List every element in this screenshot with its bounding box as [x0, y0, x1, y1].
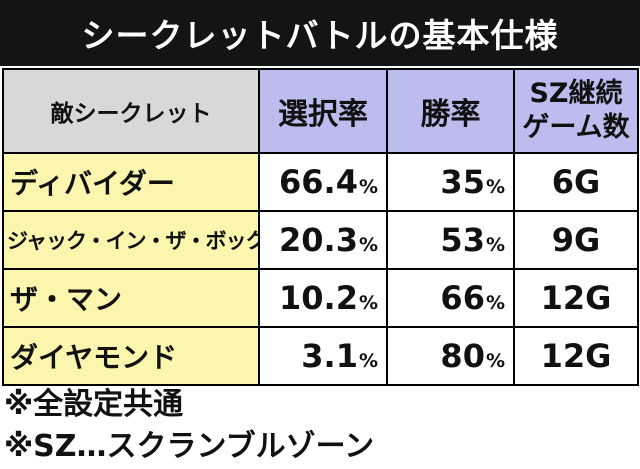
percent-sign: %	[358, 292, 378, 314]
table-row: ディバイダー 66.4% 35% 6G	[2, 152, 639, 212]
select-rate-value: 20.3	[279, 221, 358, 259]
header-select-rate: 選択率	[258, 68, 388, 154]
select-rate-cell: 20.3%	[258, 210, 388, 270]
enemy-name: ダイヤモンド	[2, 326, 260, 386]
sz-games-value: 12G	[513, 326, 639, 386]
percent-sign: %	[358, 176, 378, 198]
win-rate-cell: 66%	[386, 268, 515, 328]
header-enemy: 敵シークレット	[2, 68, 260, 154]
select-rate-cell: 10.2%	[258, 268, 388, 328]
enemy-name: ディバイダー	[2, 152, 260, 212]
enemy-name: ジャック・イン・ザ・ボックス	[2, 210, 260, 270]
table-row: ザ・マン 10.2% 66% 12G	[2, 268, 639, 328]
sz-games-value: 6G	[513, 152, 639, 212]
select-rate-value: 66.4	[279, 163, 358, 201]
sz-games-value: 12G	[513, 268, 639, 328]
table-row: ダイヤモンド 3.1% 80% 12G	[2, 326, 639, 386]
select-rate-cell: 3.1%	[258, 326, 388, 386]
select-rate-cell: 66.4%	[258, 152, 388, 212]
select-rate-value: 3.1	[301, 337, 358, 375]
win-rate-cell: 35%	[386, 152, 515, 212]
win-rate-value: 35	[440, 163, 485, 201]
percent-sign: %	[485, 350, 505, 372]
note-sz-definition: ※SZ…スクランブルゾーン	[4, 429, 375, 464]
spec-table: 敵シークレット 選択率 勝率 SZ継続 ゲーム数 ディバイダー 66.4% 35…	[2, 68, 639, 386]
table-row: ジャック・イン・ザ・ボックス 20.3% 53% 9G	[2, 210, 639, 270]
sz-games-value: 9G	[513, 210, 639, 270]
page-title: シークレットバトルの基本仕様	[0, 0, 640, 66]
win-rate-cell: 53%	[386, 210, 515, 270]
table-header-row: 敵シークレット 選択率 勝率 SZ継続 ゲーム数	[2, 68, 639, 154]
percent-sign: %	[358, 350, 378, 372]
win-rate-value: 66	[440, 279, 485, 317]
header-sz-games-line2: ゲーム数	[522, 112, 630, 143]
percent-sign: %	[485, 292, 505, 314]
win-rate-cell: 80%	[386, 326, 515, 386]
notes: ※全設定共通 ※SZ…スクランブルゾーン	[4, 384, 634, 468]
header-sz-games: SZ継続 ゲーム数	[513, 68, 639, 154]
percent-sign: %	[358, 234, 378, 256]
note-all-settings: ※全設定共通	[4, 387, 184, 422]
percent-sign: %	[485, 234, 505, 256]
header-win-rate: 勝率	[386, 68, 515, 154]
win-rate-value: 53	[440, 221, 485, 259]
enemy-name: ザ・マン	[2, 268, 260, 328]
select-rate-value: 10.2	[279, 279, 358, 317]
win-rate-value: 80	[440, 337, 485, 375]
percent-sign: %	[485, 176, 505, 198]
header-sz-games-line1: SZ継続	[529, 78, 623, 109]
